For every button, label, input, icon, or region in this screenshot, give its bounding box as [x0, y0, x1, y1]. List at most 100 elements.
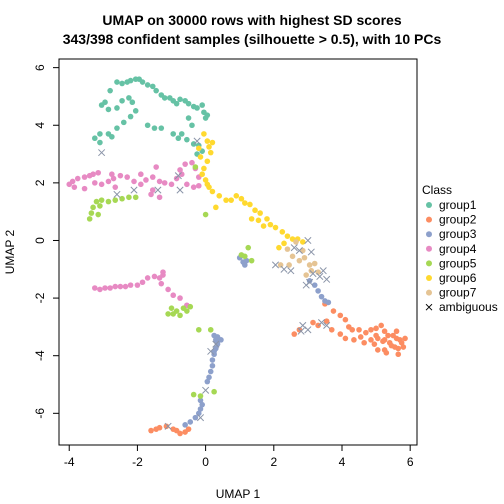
point-group3	[311, 282, 318, 288]
point-ambiguous	[290, 244, 298, 252]
point-group1	[107, 87, 113, 94]
point-group1	[139, 79, 146, 85]
point-ambiguous	[304, 236, 312, 245]
point-group5	[119, 195, 125, 202]
point-group5	[170, 311, 177, 317]
point-group1	[114, 125, 120, 131]
point-group6	[284, 233, 291, 239]
point-group5	[177, 312, 183, 319]
point-ambiguous	[297, 327, 305, 335]
point-ambiguous	[113, 190, 121, 198]
point-group2	[388, 342, 395, 349]
point-group4	[117, 172, 124, 179]
chart-title: UMAP on 30000 rows with highest SD score…	[102, 12, 401, 28]
point-group5	[248, 257, 255, 264]
legend-label: group4	[439, 242, 477, 256]
point-group1	[132, 108, 139, 114]
point-ambiguous	[287, 267, 295, 275]
point-group5	[195, 326, 202, 333]
point-group6	[247, 201, 253, 208]
point-ambiguous	[295, 247, 303, 255]
point-group2	[381, 337, 388, 343]
y-tick-label: -6	[33, 408, 47, 419]
legend-label: group3	[439, 227, 477, 241]
point-group1	[170, 131, 177, 137]
point-group2	[400, 344, 407, 350]
point-ambiguous	[304, 326, 312, 334]
point-group7	[286, 262, 292, 268]
point-group3	[206, 374, 212, 381]
point-group6	[276, 244, 282, 251]
x-tick-label: -2	[132, 455, 143, 469]
point-group1	[119, 97, 125, 104]
point-group4	[122, 283, 129, 290]
point-group3	[204, 378, 211, 385]
point-group5	[93, 198, 100, 205]
point-group2	[381, 328, 388, 335]
point-group5	[88, 210, 95, 216]
point-group2	[342, 335, 349, 342]
point-group3	[197, 406, 204, 412]
point-group4	[105, 178, 112, 185]
legend-item-ambiguous: ambiguous	[425, 300, 498, 314]
point-ambiguous	[130, 186, 138, 194]
point-group5	[202, 211, 209, 218]
point-group1	[144, 122, 151, 129]
point-group2	[378, 322, 385, 329]
point-group1	[105, 106, 112, 113]
point-group5	[105, 198, 112, 205]
point-group4	[112, 184, 119, 190]
point-group6	[252, 207, 258, 214]
point-group4	[168, 181, 175, 188]
point-group4	[109, 171, 115, 178]
point-group2	[163, 423, 170, 430]
point-group4	[127, 282, 134, 288]
point-group5	[187, 303, 194, 310]
point-group2	[374, 347, 381, 353]
point-group4	[107, 285, 113, 291]
point-group7	[303, 272, 309, 278]
point-group4	[102, 285, 108, 291]
point-group6	[216, 193, 223, 199]
legend: Classgroup1group2group3group4group5group…	[422, 183, 498, 314]
legend-item-group1: group1	[426, 198, 477, 212]
point-group4	[156, 178, 163, 185]
point-ambiguous	[323, 321, 331, 330]
point-group7	[277, 262, 284, 268]
point-group1	[120, 119, 127, 126]
point-group1	[144, 82, 151, 88]
point-group3	[213, 337, 219, 343]
point-group1	[185, 115, 192, 121]
point-group1	[178, 131, 185, 137]
point-group2	[156, 424, 163, 431]
point-group3	[318, 293, 325, 300]
point-group2	[330, 308, 337, 314]
legend-title: Class	[422, 183, 452, 197]
point-group2	[373, 332, 379, 339]
point-ambiguous	[176, 186, 184, 194]
point-group4	[92, 180, 98, 186]
point-group6	[279, 229, 286, 235]
point-group6	[206, 144, 212, 150]
point-group7	[301, 254, 308, 261]
point-group6	[299, 239, 306, 245]
y-tick-label: 2	[33, 179, 47, 186]
point-group4	[161, 180, 168, 186]
point-group6	[202, 177, 209, 183]
point-group5	[168, 305, 175, 311]
point-group3	[187, 419, 194, 425]
point-group4	[81, 185, 88, 192]
point-ambiguous	[98, 149, 106, 157]
point-group4	[143, 177, 149, 183]
point-group6	[199, 171, 205, 178]
legend-item-group5: group5	[426, 256, 477, 270]
point-group4	[160, 272, 166, 278]
point-group2	[402, 335, 408, 342]
legend-item-group6: group6	[426, 271, 477, 285]
point-group4	[173, 175, 180, 182]
point-group6	[223, 197, 229, 203]
point-group6	[197, 154, 204, 160]
point-ambiguous	[193, 137, 201, 145]
point-group5	[90, 204, 96, 211]
